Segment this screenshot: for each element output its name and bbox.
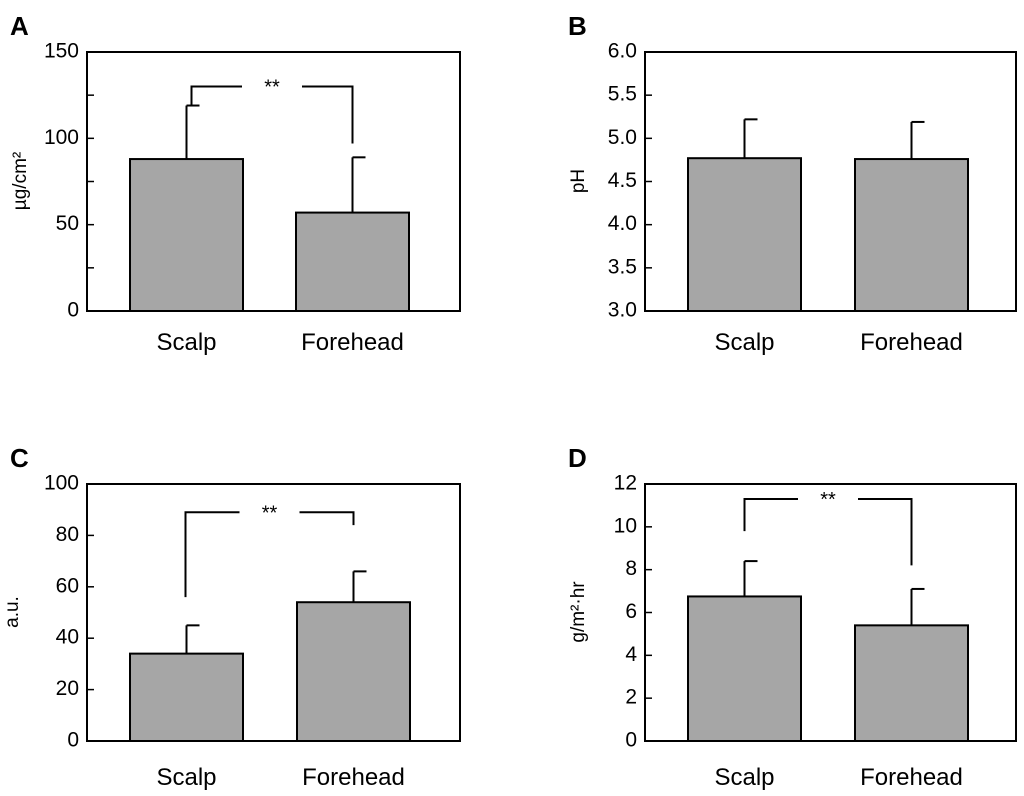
significance-bracket-left: [184, 511, 240, 598]
chart-panel-b: BpH Scalp Forehead 3.0 3.5 4.0 4.5 5.0 5.5 6.0: [568, 11, 1017, 356]
panel-letter: D: [568, 443, 587, 473]
chart-panel-a: Aµg/cm² Scalp Forehead 0 50 100 150 **: [10, 11, 461, 356]
bar-scalp: [687, 157, 802, 312]
panel-letter: C: [10, 443, 29, 473]
bar-forehead: [854, 624, 969, 742]
significance-bracket-left: [743, 497, 798, 532]
y-tick-label: 20: [56, 677, 79, 700]
x-tick-label: Forehead: [301, 329, 404, 356]
y-axis-label: a.u.: [2, 596, 23, 628]
bar-scalp: [129, 652, 244, 742]
y-tick-label: 40: [56, 626, 79, 649]
y-tick-label: 10: [614, 514, 637, 537]
y-axis-label: g/m²·hr: [568, 581, 589, 643]
panel-letter: A: [10, 11, 29, 41]
x-tick-label: Scalp: [714, 764, 774, 791]
significance-bracket-right: [299, 511, 355, 526]
y-tick-label: 4.0: [608, 212, 637, 235]
y-tick-label: 8: [625, 557, 637, 580]
bar-forehead: [295, 211, 410, 312]
y-tick-label: 60: [56, 574, 79, 597]
bar-forehead: [296, 601, 411, 742]
y-tick-label: 0: [625, 729, 637, 752]
significance-bracket-left: [190, 85, 242, 106]
bar-scalp: [687, 595, 802, 742]
y-tick-label: 5.5: [608, 83, 637, 106]
x-tick-label: Scalp: [156, 764, 216, 791]
y-tick-label: 3.0: [608, 299, 637, 322]
significance-label: **: [264, 77, 280, 99]
significance-bracket-right: [858, 497, 913, 566]
significance-label: **: [820, 489, 836, 511]
x-tick-label: Forehead: [302, 764, 405, 791]
chart-panel-c: Ca.u. Scalp Forehead 0 20 40 60 80 100 **: [2, 443, 461, 791]
x-tick-label: Scalp: [156, 329, 216, 356]
y-tick-label: 6.0: [608, 40, 637, 63]
x-tick-label: Scalp: [714, 329, 774, 356]
y-tick-label: 2: [625, 686, 637, 709]
y-tick-label: 150: [44, 40, 79, 63]
y-tick-label: 100: [44, 472, 79, 495]
y-tick-label: 0: [67, 299, 79, 322]
y-tick-label: 80: [56, 523, 79, 546]
x-tick-label: Forehead: [860, 329, 963, 356]
chart-panel-d: Dg/m²·hr Scalp Forehead 0 2 4 6 8 10 12 **: [568, 443, 1017, 791]
y-tick-label: 3.5: [608, 255, 637, 278]
y-tick-label: 6: [625, 600, 637, 623]
bar-scalp: [129, 158, 244, 312]
x-tick-label: Forehead: [860, 764, 963, 791]
plot-frame: [86, 483, 461, 742]
y-tick-label: 4.5: [608, 169, 637, 192]
bar-forehead: [854, 158, 969, 312]
y-tick-label: 100: [44, 126, 79, 149]
y-tick-label: 12: [614, 472, 637, 495]
y-axis-label: µg/cm²: [10, 152, 31, 210]
y-tick-label: 5.0: [608, 126, 637, 149]
y-tick-label: 4: [625, 643, 637, 666]
significance-label: **: [262, 502, 278, 524]
y-tick-label: 50: [56, 212, 79, 235]
panel-letter: B: [568, 11, 587, 41]
significance-bracket-right: [302, 85, 354, 144]
y-tick-label: 0: [67, 729, 79, 752]
y-axis-label: pH: [568, 169, 589, 193]
